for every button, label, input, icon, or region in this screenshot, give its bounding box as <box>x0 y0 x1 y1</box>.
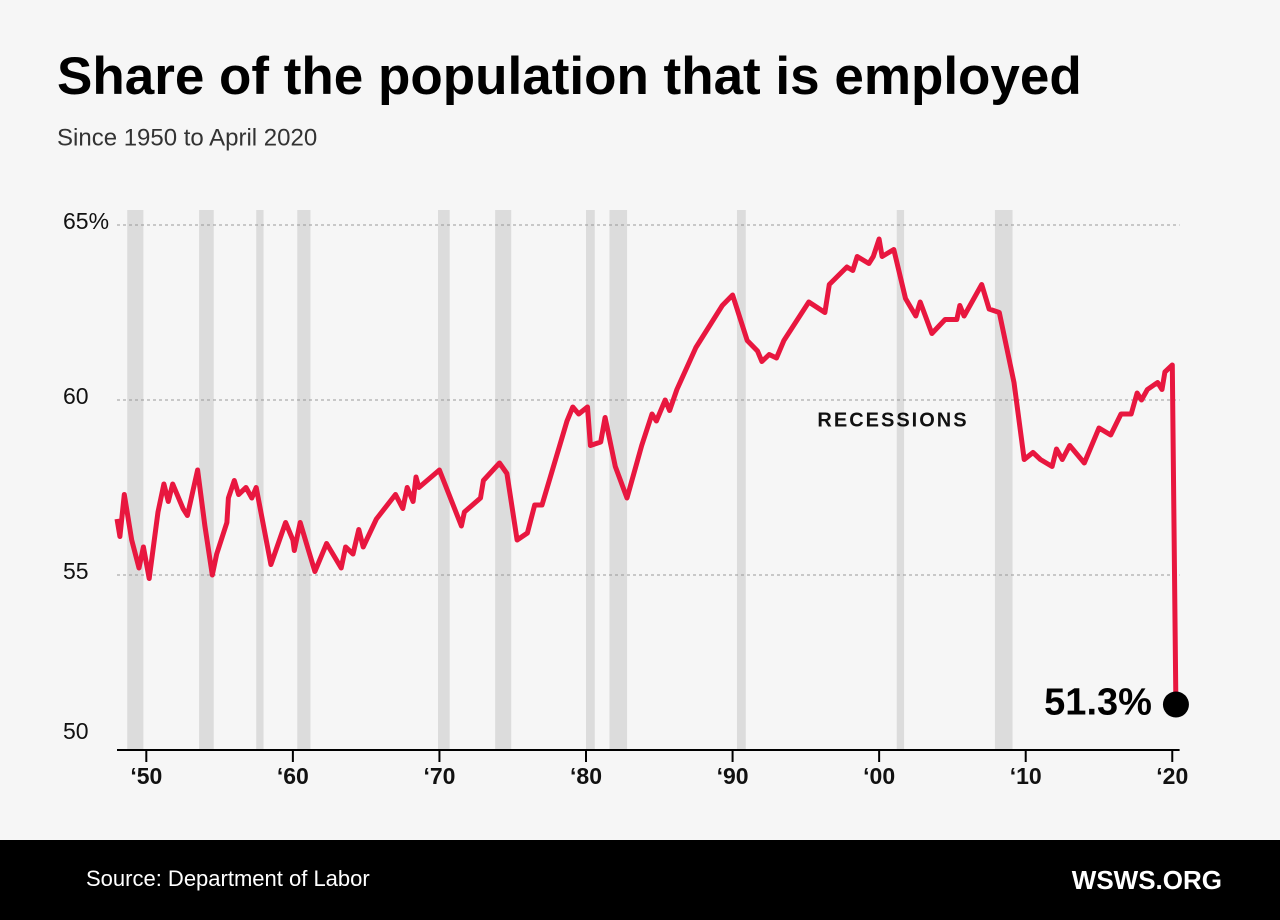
y-tick-label: 50 <box>63 718 89 744</box>
x-tick-label: ‘00 <box>863 763 895 789</box>
recession-band <box>297 210 311 750</box>
brand: WSWS.ORG <box>1072 865 1222 895</box>
x-tick-label: ‘10 <box>1010 763 1042 789</box>
recession-band <box>199 210 214 750</box>
chart-title: Share of the population that is employed <box>57 47 1082 106</box>
footer <box>0 840 1280 920</box>
chart-subtitle: Since 1950 to April 2020 <box>57 124 317 151</box>
x-tick-label: ‘50 <box>130 763 162 789</box>
recession-band <box>586 210 595 750</box>
recession-band <box>994 210 1013 750</box>
recession-band <box>256 210 264 750</box>
recession-band <box>736 210 746 750</box>
recession-band <box>127 210 144 750</box>
annotation: RECESSIONS <box>817 409 968 431</box>
end-point <box>1162 691 1189 718</box>
data-line <box>114 236 1179 705</box>
x-tick-label: ‘20 <box>1156 763 1188 789</box>
recession-band <box>495 210 512 750</box>
y-tick-label: 65% <box>63 208 109 234</box>
source: Source: Department of Labor <box>86 866 370 891</box>
y-tick-label: 60 <box>63 383 89 409</box>
x-tick-label: ‘80 <box>570 763 602 789</box>
y-tick-label: 55 <box>63 558 89 584</box>
value-label: 51.3% <box>1044 682 1152 724</box>
x-tick-label: ‘70 <box>423 763 455 789</box>
x-tick-label: ‘90 <box>717 763 749 789</box>
x-tick-label: ‘60 <box>277 763 309 789</box>
recession-band <box>896 210 905 750</box>
